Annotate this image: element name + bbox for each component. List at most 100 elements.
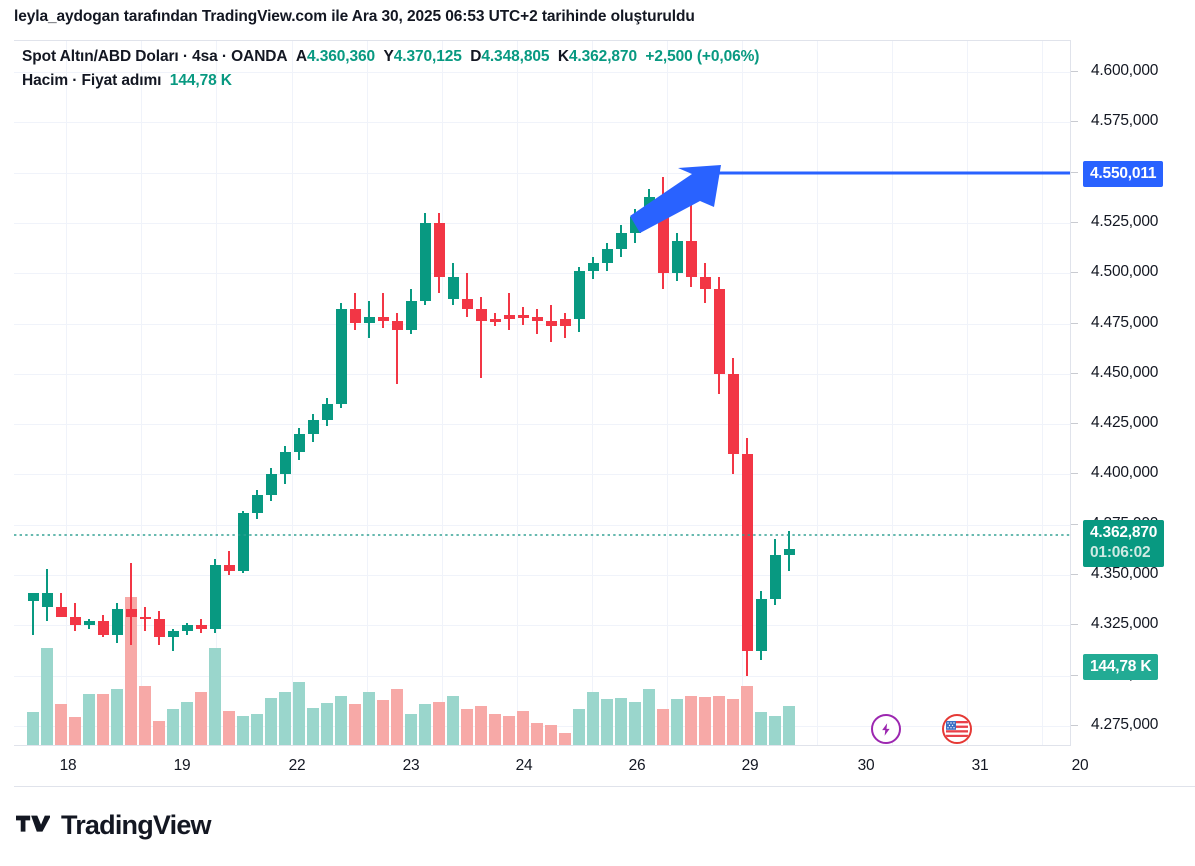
volume-bar (209, 648, 221, 745)
lightning-badge[interactable] (871, 714, 901, 744)
gridline-vertical (66, 41, 67, 745)
candle-wick (74, 603, 76, 632)
legend-sep-2: · (217, 48, 232, 65)
chart-legend[interactable]: Spot Altın/ABD Doları · 4sa · OANDA A4.3… (22, 46, 759, 91)
candle-wick (228, 550, 230, 575)
price-tick-mark (1071, 322, 1078, 324)
price-tick-mark (1071, 423, 1078, 425)
candle-body (755, 599, 767, 652)
price-tick-mark (1071, 121, 1078, 123)
gridline-vertical (442, 41, 443, 745)
volume-value-badge[interactable]: 144,78 K (1083, 654, 1159, 680)
volume-bar (125, 597, 137, 745)
price-tick-label: 4.325,000 (1091, 615, 1159, 633)
candle-body (195, 625, 207, 630)
gridline-vertical (216, 41, 217, 745)
volume-bar (41, 648, 53, 745)
price-tick-label: 4.525,000 (1091, 212, 1159, 230)
volume-bar (461, 709, 473, 745)
time-axis[interactable]: 18 19 22 23 24 26 29 30 31 20 (14, 747, 1195, 787)
volume-bar (321, 703, 333, 745)
time-tick-label: 19 (173, 757, 191, 774)
time-tick-label: 20 (1071, 757, 1089, 774)
candle-wick (32, 593, 34, 636)
volume-bar (69, 717, 81, 745)
price-tick-mark (1071, 724, 1078, 726)
volume-bar (643, 688, 655, 745)
candle-body (97, 621, 109, 636)
candle-body (671, 241, 683, 274)
volume-bar (447, 696, 459, 745)
candle-body (587, 263, 599, 272)
candle-body (377, 317, 389, 322)
time-tick-label: 26 (628, 757, 646, 774)
legend-symbol[interactable]: Spot Altın/ABD Doları (22, 48, 179, 65)
candle-body (447, 277, 459, 300)
candle-body (405, 301, 417, 330)
volume-bar (783, 706, 795, 745)
legend-volume-title[interactable]: Hacim · Fiyat adımı (22, 72, 162, 89)
gridline-horizontal (14, 222, 1070, 224)
candle-wick (466, 273, 468, 318)
legend-high-key: Y (383, 48, 394, 65)
candle-wick (60, 593, 62, 616)
up-arrow-annotation (630, 165, 721, 233)
candle-wick (536, 309, 538, 334)
price-tick-mark (1071, 71, 1078, 72)
candle-body (307, 420, 319, 435)
volume-bar (195, 691, 207, 745)
time-tick-label: 24 (515, 757, 533, 774)
resistance-price-badge[interactable]: 4.550,011 (1083, 161, 1164, 187)
candle-body (237, 512, 249, 571)
chart-plot-area[interactable] (14, 40, 1070, 746)
volume-bar (97, 693, 109, 745)
last-price-badge[interactable]: 4.362,870 01:06:02 (1083, 520, 1165, 567)
candle-body (167, 631, 179, 638)
candle-body (251, 494, 263, 513)
gridline-vertical (967, 41, 968, 745)
volume-bar (629, 702, 641, 745)
gridline-vertical (892, 41, 893, 745)
volume-bar (657, 709, 669, 745)
candle-body (363, 317, 375, 324)
price-tick-label: 4.450,000 (1091, 363, 1159, 381)
price-axis[interactable]: 4.600,0004.575,0004.550,0004.525,0004.50… (1070, 40, 1195, 746)
volume-bar (545, 724, 557, 745)
candle-body (433, 222, 445, 278)
candle-body (769, 554, 781, 600)
candle-wick (508, 293, 510, 330)
candle-body (517, 315, 529, 318)
legend-low-key: D (470, 48, 482, 65)
volume-bar (83, 693, 95, 745)
price-tick-mark (1071, 473, 1078, 475)
volume-bar (307, 708, 319, 745)
countdown-label: 01:06:02 (1090, 544, 1151, 561)
volume-bar (727, 699, 739, 745)
gridline-horizontal (14, 172, 1070, 174)
tradingview-logo-icon (16, 815, 50, 832)
candle-body (685, 241, 697, 278)
us-flag-badge[interactable] (942, 714, 972, 744)
volume-bar (489, 714, 501, 745)
gridline-horizontal (14, 424, 1070, 426)
candle-body (489, 319, 501, 322)
candle-body (615, 232, 627, 250)
lightning-icon (881, 722, 890, 736)
volume-bar (251, 714, 263, 745)
volume-bar (559, 732, 571, 745)
price-tick-mark (1071, 574, 1078, 575)
candle-body (349, 309, 361, 324)
gridline-vertical (667, 41, 668, 745)
volume-bar (517, 711, 529, 745)
volume-bar (573, 709, 585, 745)
candle-body (83, 621, 95, 626)
candle-body (531, 317, 543, 322)
candle-body (601, 249, 613, 264)
candle-body (279, 452, 291, 475)
legend-interval[interactable]: 4sa (192, 48, 218, 65)
volume-bar (279, 691, 291, 745)
candle-body (783, 548, 795, 555)
volume-bar (531, 722, 543, 745)
price-tick-label: 4.425,000 (1091, 414, 1159, 432)
candle-body (181, 625, 193, 632)
